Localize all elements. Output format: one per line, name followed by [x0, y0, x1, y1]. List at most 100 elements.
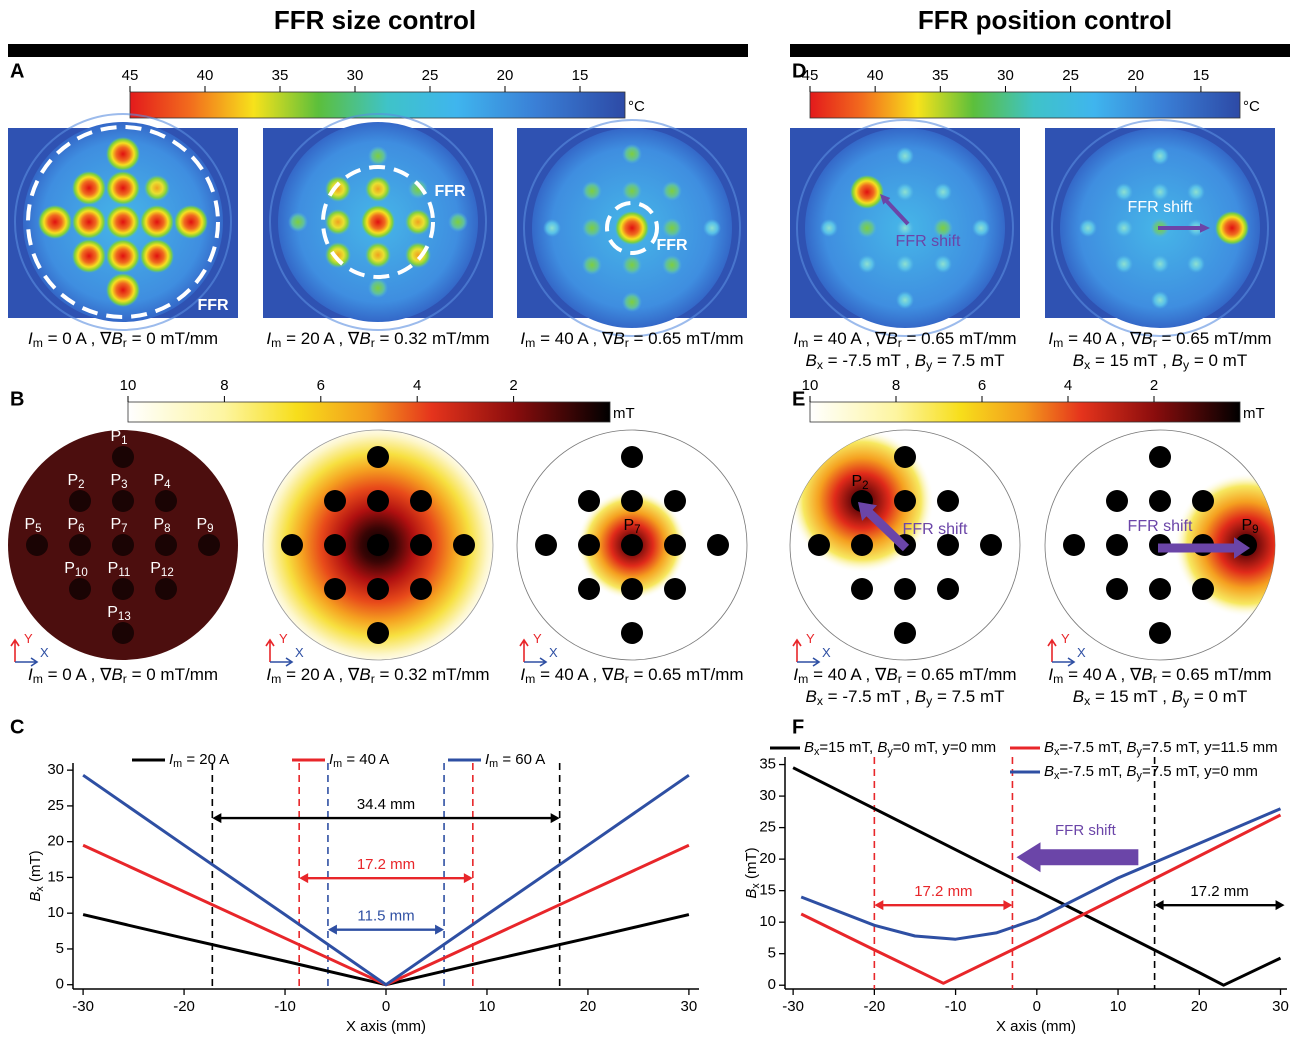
- y-tick-label: 10: [759, 913, 776, 930]
- axis-glyph: [11, 640, 19, 662]
- x-axis-label: X axis (mm): [346, 1018, 426, 1035]
- colorbar-unit: °C: [1243, 98, 1260, 115]
- coil-dot: [980, 534, 1002, 556]
- coil-dot: [453, 534, 475, 556]
- thermal-spot: [38, 205, 72, 239]
- caption: Im = 20 A , ∇Br = 0.32 mT/mm: [266, 665, 489, 686]
- arrow-head: [435, 925, 444, 935]
- colorbar-tick-label: 2: [1150, 377, 1158, 394]
- coil-dot: [1106, 578, 1128, 600]
- coil-dot: [808, 534, 830, 556]
- thermal-spot: [622, 292, 642, 312]
- colorbar-tick-label: 25: [422, 67, 439, 84]
- colorbar-tick-label: 45: [122, 67, 139, 84]
- thermal-spot: [850, 175, 884, 209]
- thermal-spot: [858, 255, 876, 273]
- thermal-spot: [543, 219, 561, 237]
- coil-dot: [535, 534, 557, 556]
- colorbar-unit: mT: [613, 405, 635, 422]
- coil-dot: [155, 534, 177, 556]
- axis-glyph: [15, 658, 37, 666]
- axis-glyph-label: X: [295, 645, 304, 660]
- thermal-spot: [325, 176, 351, 202]
- coil-dot: [937, 578, 959, 600]
- colorbar-tick-label: 15: [572, 67, 589, 84]
- colorbar: [128, 402, 610, 422]
- colorbar-tick-label: 10: [802, 377, 819, 394]
- legend-label: Bx=-7.5 mT, By=7.5 mT, y=0 mm: [1044, 763, 1258, 782]
- coil-dot: [324, 534, 346, 556]
- thermal-spot: [582, 181, 602, 201]
- coil-dot: [664, 534, 686, 556]
- coil-dot: [578, 534, 600, 556]
- caption: Im = 40 A , ∇Br = 0.65 mT/mm: [1048, 665, 1271, 686]
- coil-dot: [1192, 578, 1214, 600]
- colorbar-tick-label: 6: [317, 377, 325, 394]
- legend-label: Bx=15 mT, By=0 mT, y=0 mm: [804, 739, 996, 758]
- coil-dot: [324, 578, 346, 600]
- y-tick-label: 15: [47, 868, 64, 885]
- thermal-spot: [1151, 147, 1169, 165]
- axis-glyph: [1048, 640, 1056, 662]
- thermal-spot: [857, 218, 877, 238]
- figure: FFR size control FFR position control A …: [0, 0, 1290, 1039]
- arrow-head: [1155, 900, 1164, 910]
- thermal-spot: [368, 146, 388, 166]
- thermal-spot: [662, 218, 682, 238]
- caption: Im = 0 A , ∇Br = 0 mT/mm: [28, 665, 218, 686]
- colorbar-tick-label: 4: [413, 377, 421, 394]
- coil-dot: [112, 534, 134, 556]
- thermal-spot: [144, 175, 170, 201]
- y-tick-label: 10: [47, 904, 64, 921]
- coil-dot: [410, 490, 432, 512]
- thermal-spot: [896, 291, 914, 309]
- ffr-label: FFR: [434, 183, 466, 200]
- x-tick-label: 10: [1110, 998, 1127, 1015]
- shift-label: FFR shift: [1128, 518, 1193, 535]
- thermal-spot: [622, 144, 642, 164]
- axis-glyph-label: Y: [24, 631, 33, 646]
- coil-dot: [937, 490, 959, 512]
- section-bar: [8, 44, 748, 57]
- x-tick-label: 10: [479, 998, 496, 1015]
- x-axis-label: X axis (mm): [996, 1018, 1076, 1035]
- coil-dot: [621, 578, 643, 600]
- x-tick-label: -10: [274, 998, 296, 1015]
- axis-glyph-label: X: [549, 645, 558, 660]
- thermal-spot: [820, 219, 838, 237]
- thermal-spot: [662, 181, 682, 201]
- axis-glyph-label: X: [40, 645, 49, 660]
- thermal-spot: [662, 255, 682, 275]
- arrow-head: [464, 873, 473, 883]
- thermal-spot: [106, 137, 140, 171]
- thermal-spot: [72, 239, 106, 273]
- coil-dot: [112, 446, 134, 468]
- colorbar-tick-label: 40: [197, 67, 214, 84]
- thermal-spot: [405, 209, 431, 235]
- thermal-spot: [934, 255, 952, 273]
- coil-dot: [155, 490, 177, 512]
- annotation-label: 11.5 mm: [357, 908, 414, 925]
- axis-glyph-label: X: [822, 645, 831, 660]
- coil-dot: [69, 490, 91, 512]
- legend-label: Bx=-7.5 mT, By=7.5 mT, y=11.5 mm: [1044, 739, 1278, 758]
- thermal-spot: [1115, 219, 1133, 237]
- arrow-head: [212, 813, 221, 823]
- thermal-spot: [703, 219, 721, 237]
- colorbar-tick-label: 20: [1127, 67, 1144, 84]
- thermal-spot: [106, 171, 140, 205]
- coil-dot: [155, 578, 177, 600]
- coil-dot: [112, 490, 134, 512]
- x-tick-label: -20: [864, 998, 886, 1015]
- colorbar-tick-label: 6: [978, 377, 986, 394]
- shift-label: FFR shift: [903, 521, 968, 538]
- thermal-spot: [174, 205, 208, 239]
- annotation-label: FFR shift: [1055, 822, 1117, 839]
- coil-dot: [894, 622, 916, 644]
- caption: Im = 40 A , ∇Br = 0.65 mT/mm: [520, 329, 743, 350]
- caption: Im = 0 A , ∇Br = 0 mT/mm: [28, 329, 218, 350]
- thermal-spot: [972, 219, 990, 237]
- x-tick-label: 0: [1033, 998, 1041, 1015]
- panel-letter: A: [10, 60, 24, 82]
- colorbar-tick-label: 8: [220, 377, 228, 394]
